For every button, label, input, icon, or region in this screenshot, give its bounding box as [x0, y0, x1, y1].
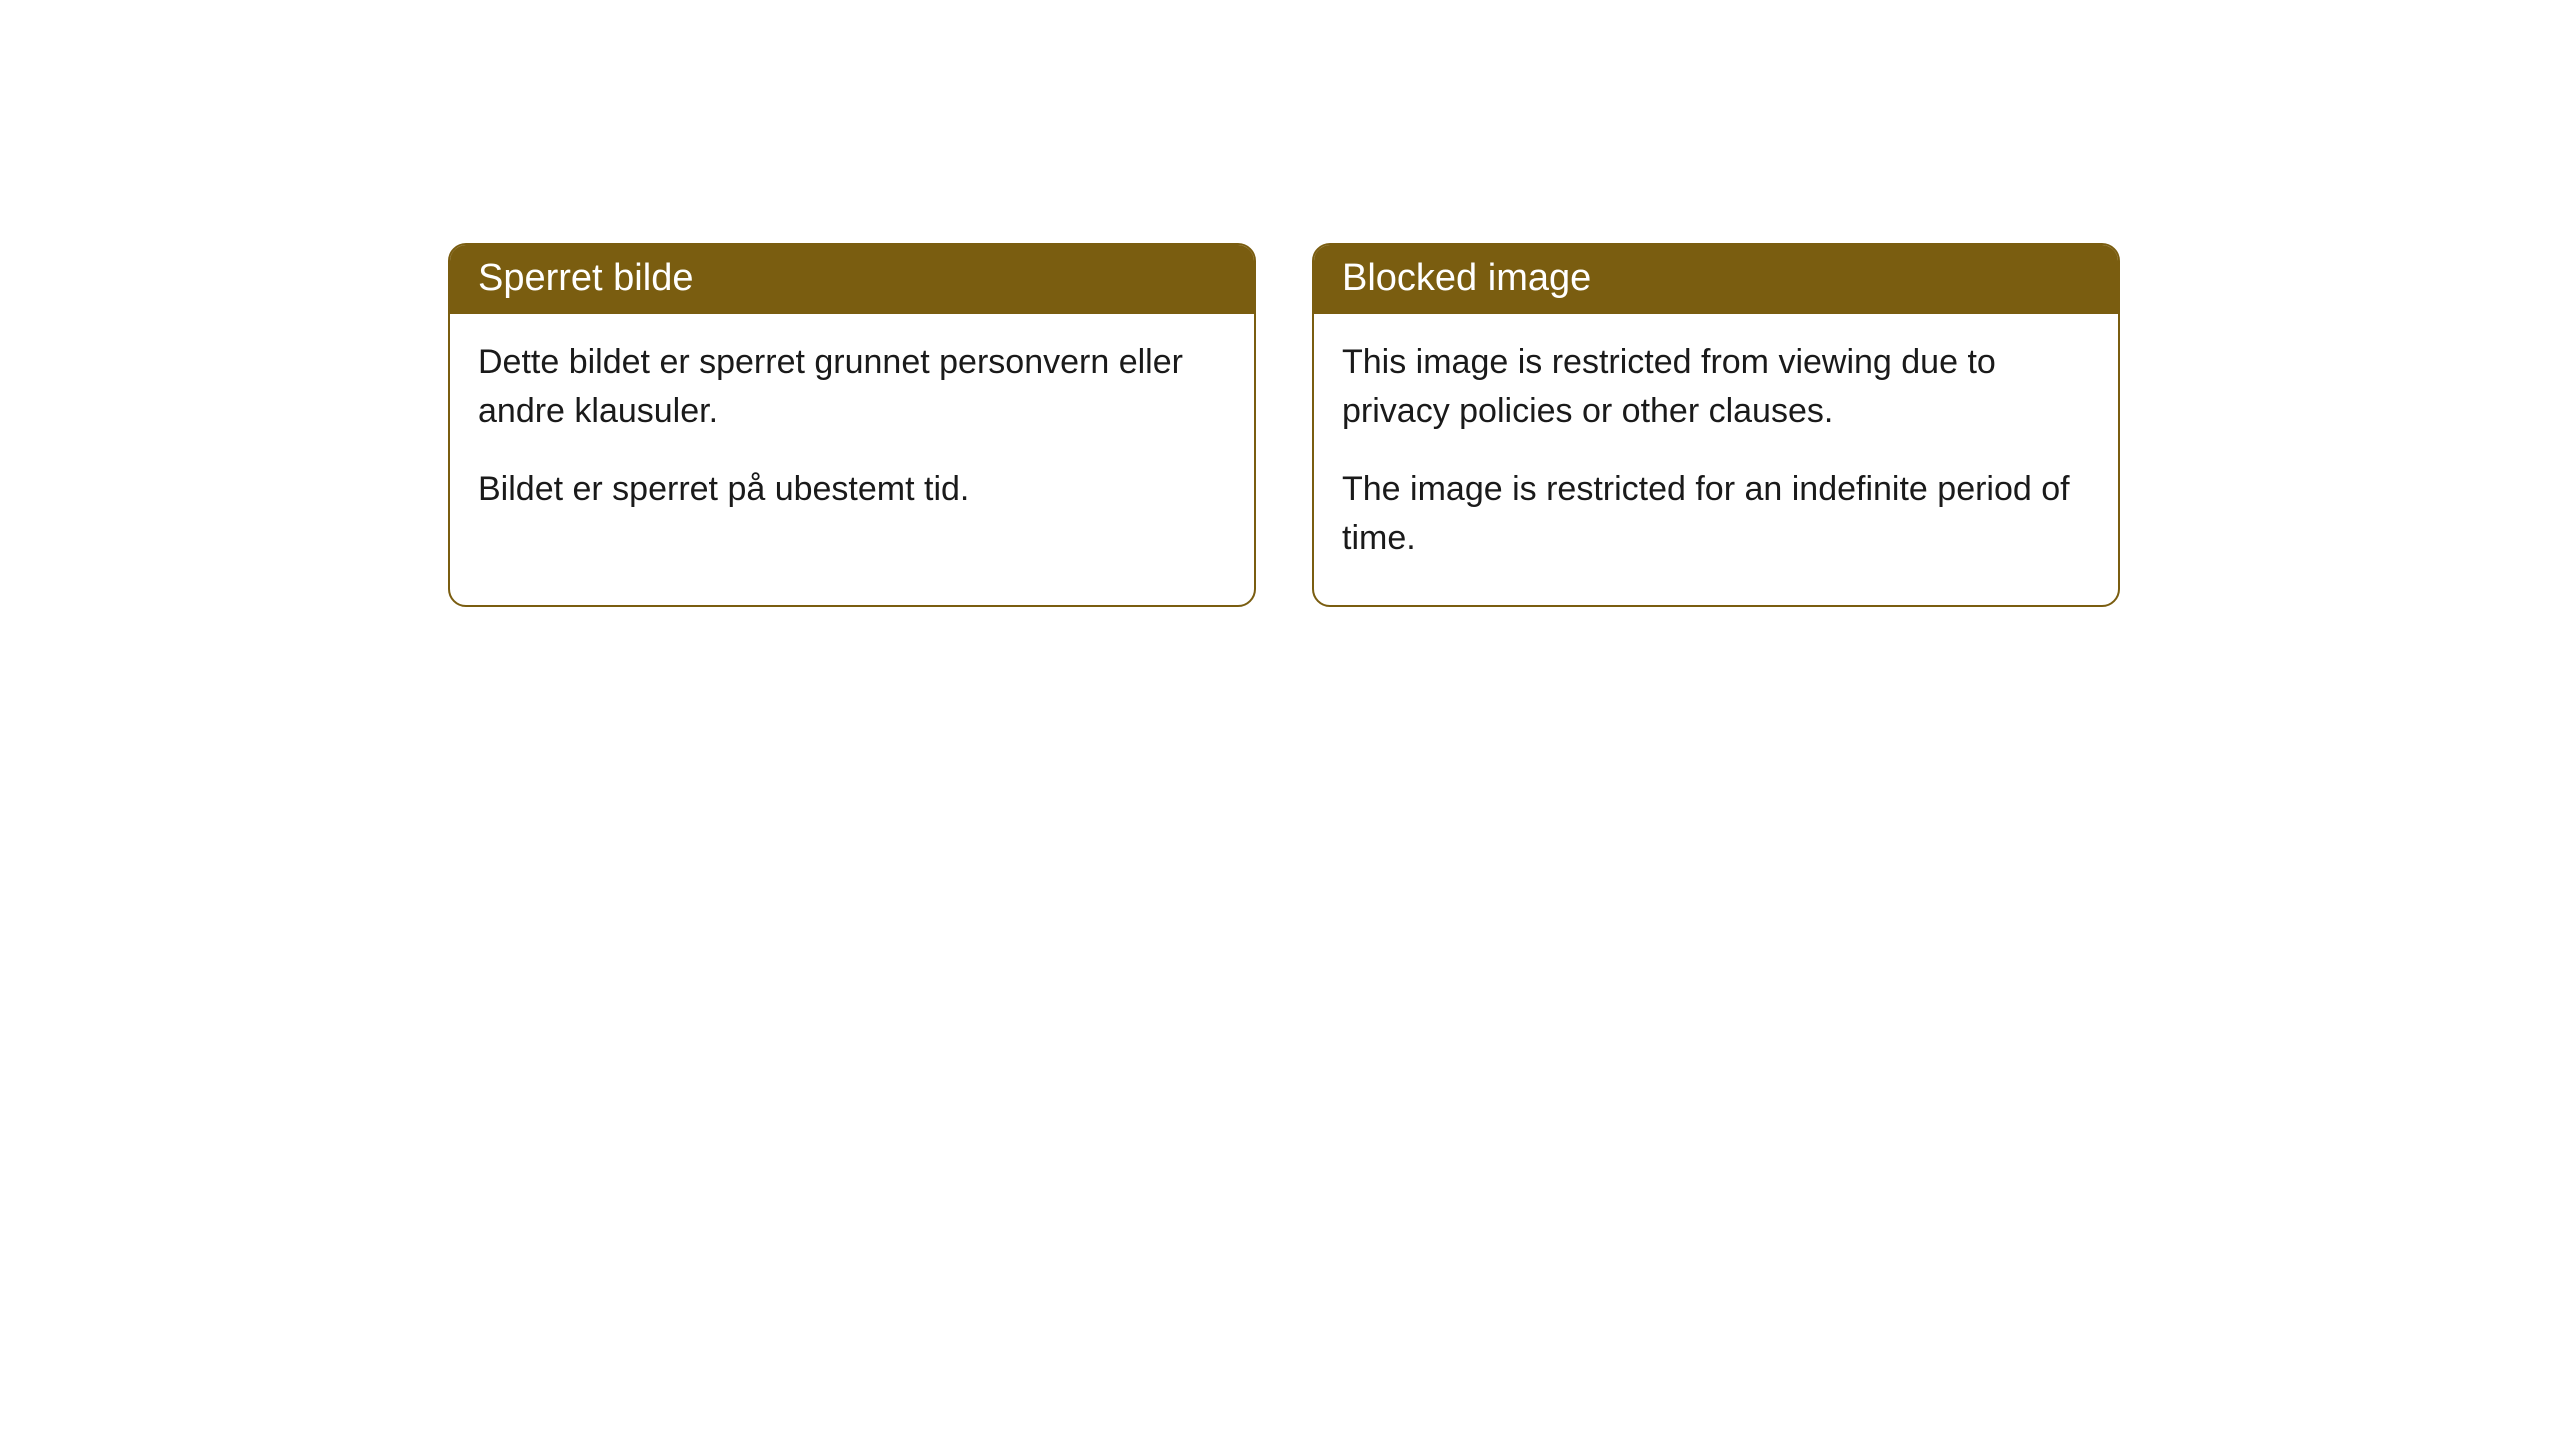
- notice-cards-container: Sperret bilde Dette bildet er sperret gr…: [448, 243, 2120, 607]
- card-paragraph: Dette bildet er sperret grunnet personve…: [478, 338, 1226, 437]
- card-title: Sperret bilde: [478, 257, 693, 299]
- notice-card-english: Blocked image This image is restricted f…: [1312, 243, 2120, 607]
- card-paragraph: The image is restricted for an indefinit…: [1342, 465, 2090, 564]
- card-body: This image is restricted from viewing du…: [1314, 314, 2118, 605]
- notice-card-norwegian: Sperret bilde Dette bildet er sperret gr…: [448, 243, 1256, 607]
- card-title: Blocked image: [1342, 257, 1591, 299]
- card-paragraph: This image is restricted from viewing du…: [1342, 338, 2090, 437]
- card-header: Blocked image: [1314, 245, 2118, 314]
- card-paragraph: Bildet er sperret på ubestemt tid.: [478, 465, 1226, 514]
- card-header: Sperret bilde: [450, 245, 1254, 314]
- card-body: Dette bildet er sperret grunnet personve…: [450, 314, 1254, 556]
